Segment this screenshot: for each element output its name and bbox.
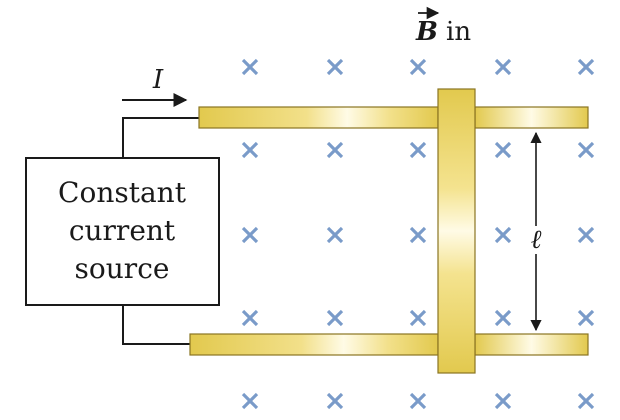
field-cross-icon [409, 309, 427, 327]
field-cross-icon [494, 58, 512, 76]
top-rail-right [474, 106, 589, 129]
field-cross-icon [241, 309, 259, 327]
source-label-line-2: current [69, 214, 176, 247]
field-cross-icon [409, 58, 427, 76]
field-cross-icon [326, 392, 344, 410]
constant-current-source: Constant current source [25, 157, 220, 306]
field-cross-icon [577, 58, 595, 76]
field-cross-icon [241, 58, 259, 76]
field-cross-icon [241, 392, 259, 410]
field-cross-icon [577, 141, 595, 159]
field-cross-icon [494, 309, 512, 327]
field-cross-icon [326, 226, 344, 244]
top-lead-wire [122, 117, 199, 158]
source-label-line-1: Constant [58, 176, 187, 209]
field-cross-icon [577, 226, 595, 244]
field-cross-icon [326, 309, 344, 327]
field-cross-icon [326, 58, 344, 76]
field-cross-icon [409, 392, 427, 410]
field-cross-icon [241, 141, 259, 159]
source-label-line-3: source [75, 252, 170, 285]
current-indicator: I [122, 65, 188, 107]
bottom-rail-left [189, 333, 439, 356]
field-suffix: in [446, 17, 471, 47]
field-label: B in [415, 6, 471, 47]
field-cross-icon [409, 226, 427, 244]
length-label: ℓ [531, 225, 542, 255]
field-cross-icon [409, 141, 427, 159]
source-box [25, 157, 220, 306]
field-symbol: B [415, 17, 438, 47]
bottom-rail-right [474, 333, 589, 356]
field-cross-icon [577, 392, 595, 410]
sliding-rod [437, 88, 476, 374]
field-cross-icon [494, 141, 512, 159]
current-label: I [152, 65, 164, 95]
top-rail-left [198, 106, 439, 129]
field-cross-icon [326, 141, 344, 159]
field-cross-icon [494, 226, 512, 244]
field-cross-icon [577, 309, 595, 327]
bottom-lead-wire [122, 305, 190, 345]
magnetic-field-crosses [241, 58, 595, 410]
length-dimension: ℓ [530, 131, 542, 332]
field-cross-icon [494, 392, 512, 410]
field-cross-icon [241, 226, 259, 244]
